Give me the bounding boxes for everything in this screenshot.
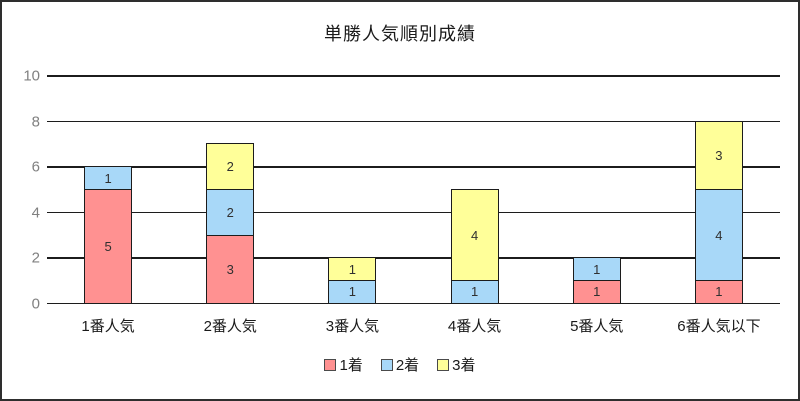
bar-segment-1着-6番人気以下: 1 [694, 279, 743, 305]
data-label: 1 [470, 284, 479, 300]
bar-segment-2着-1番人気: 1 [84, 166, 133, 191]
data-label: 3 [715, 147, 723, 163]
data-label: 2 [226, 204, 234, 220]
y-axis-tick-label: 4 [31, 204, 40, 221]
data-label: 4 [470, 227, 479, 243]
bar-segment-2着-6番人気以下: 4 [694, 188, 743, 282]
bar-segment-2着-4番人気: 1 [450, 279, 499, 305]
y-axis-tick-label: 8 [31, 113, 40, 130]
x-axis-category-label: 5番人気 [570, 317, 624, 335]
bar-segment-3着-4番人気: 4 [450, 188, 499, 282]
x-axis-category-label: 4番人気 [447, 317, 502, 335]
y-axis-tick-label: 0 [31, 295, 40, 312]
data-label: 3 [226, 261, 234, 277]
bar-segment-3着-6番人気以下: 3 [694, 120, 743, 191]
y-axis-tick-label: 10 [23, 67, 40, 85]
bar-segment-1着-1番人気: 5 [84, 188, 133, 305]
legend-swatch-icon [324, 358, 337, 371]
y-axis-tick-label: 2 [31, 249, 40, 267]
x-axis-category-label: 3番人気 [325, 317, 380, 335]
bar-segment-1着-5番人気: 1 [572, 279, 621, 305]
bar-segment-2着-3番人気: 1 [328, 279, 377, 305]
data-label: 1 [348, 284, 357, 300]
legend-swatch-icon [380, 358, 393, 371]
data-label: 1 [593, 284, 601, 300]
gridline-y10 [47, 75, 780, 77]
data-label: 2 [226, 159, 234, 175]
legend: 1着 2着 3着 [2, 354, 798, 375]
data-label: 1 [348, 261, 357, 277]
gridline-y0 [47, 302, 780, 305]
x-axis-category-label: 6番人気以下 [677, 317, 761, 335]
bar-segment-3着-2番人気: 2 [206, 143, 255, 191]
data-label: 1 [104, 170, 112, 186]
bar-segment-2着-2番人気: 2 [206, 188, 255, 236]
data-label: 5 [104, 238, 112, 254]
bar-segment-2着-5番人気: 1 [572, 257, 621, 282]
legend-item-1着: 1着 [324, 354, 363, 375]
y-axis-tick-label: 6 [31, 158, 40, 176]
data-label: 4 [715, 227, 723, 243]
data-label: 1 [715, 284, 723, 300]
data-label: 1 [593, 261, 601, 277]
legend-swatch-icon [437, 358, 450, 371]
gridline-y2 [47, 257, 780, 259]
gridline-y8 [47, 120, 780, 123]
x-axis-category-label: 1番人気 [81, 317, 135, 335]
legend-label: 3着 [452, 357, 476, 374]
bar-segment-1着-2番人気: 3 [206, 234, 255, 305]
gridline-y4 [47, 211, 780, 214]
chart-title: 単勝人気順別成績 [324, 24, 476, 44]
legend-label: 2着 [395, 357, 420, 374]
legend-item-3着: 3着 [437, 354, 476, 375]
legend-label: 1着 [339, 357, 363, 374]
x-axis-category-label: 2番人気 [203, 317, 257, 335]
bar-segment-3着-3番人気: 1 [328, 257, 377, 282]
legend-item-2着: 2着 [380, 354, 420, 375]
gridline-y6 [47, 166, 780, 168]
